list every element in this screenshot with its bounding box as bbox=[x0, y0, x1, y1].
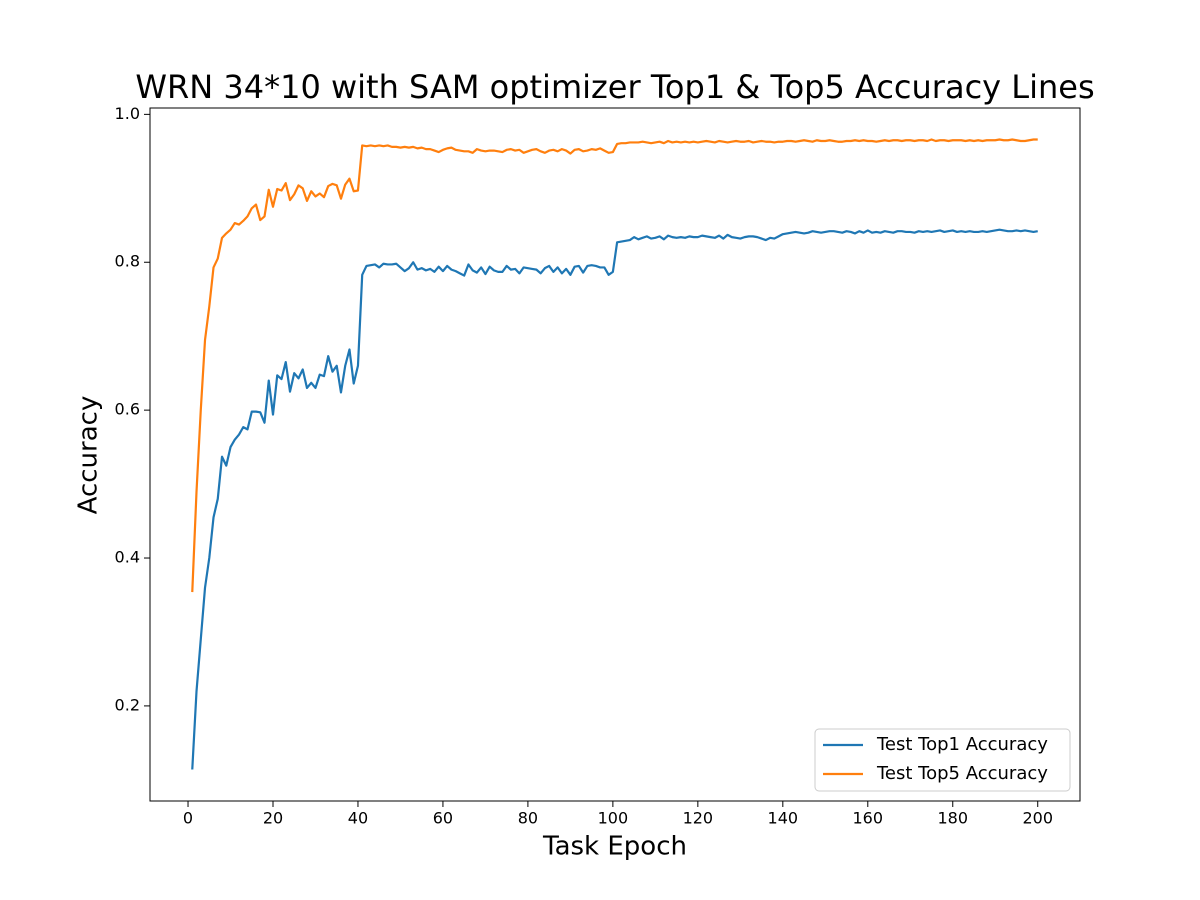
x-tick-label: 160 bbox=[853, 809, 884, 828]
x-tick-label: 20 bbox=[263, 809, 283, 828]
x-axis-label: Task Epoch bbox=[542, 832, 687, 862]
data-line bbox=[191, 138, 1038, 593]
legend-box bbox=[814, 728, 1071, 792]
x-tick-label: 200 bbox=[1022, 809, 1053, 828]
x-tick-label: 120 bbox=[683, 809, 714, 828]
x-tick-label: 0 bbox=[183, 809, 193, 828]
y-tick-label: 0.2 bbox=[115, 695, 140, 714]
x-tick-label: 40 bbox=[348, 809, 368, 828]
x-tick-label: 140 bbox=[768, 809, 799, 828]
x-tick-label: 100 bbox=[598, 809, 629, 828]
plot-frame bbox=[149, 107, 1081, 802]
y-axis-label: Accuracy bbox=[74, 396, 104, 515]
chart-title: WRN 34*10 with SAM optimizer Top1 & Top5… bbox=[135, 68, 1094, 106]
y-tick-label: 0.4 bbox=[115, 548, 140, 567]
legend-label: Test Top1 Accuracy bbox=[876, 734, 1048, 755]
x-tick-label: 60 bbox=[433, 809, 453, 828]
y-tick-label: 0.6 bbox=[115, 400, 140, 419]
y-tick-label: 1.0 bbox=[115, 104, 140, 123]
x-tick-label: 180 bbox=[937, 809, 968, 828]
data-line bbox=[191, 228, 1038, 770]
y-tick-label: 0.8 bbox=[115, 252, 140, 271]
legend-label: Test Top5 Accuracy bbox=[876, 763, 1048, 784]
x-tick-label: 80 bbox=[518, 809, 538, 828]
